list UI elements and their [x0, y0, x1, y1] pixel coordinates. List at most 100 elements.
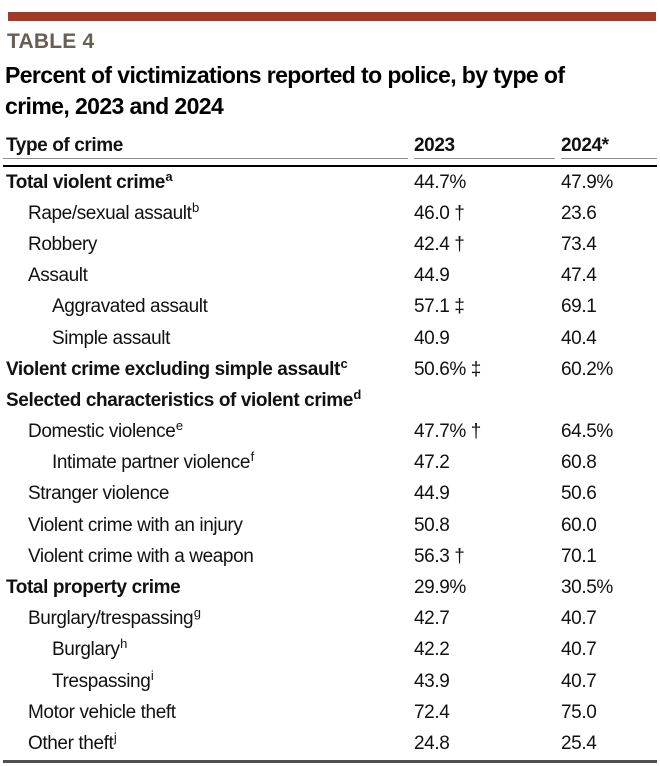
value-2023-cell: 50.8 [414, 514, 450, 536]
value-2023-cell: 57.1 ‡ [414, 296, 465, 318]
column-header-2024: 2024* [561, 134, 657, 159]
data-table: Type of crime 2023 2024* Total violent c… [3, 134, 657, 763]
table-row: Domestic violence e 47.7% † 64.5% [3, 417, 657, 448]
value-2024-cell: 64.5% [561, 421, 613, 443]
crime-type-cell: Assault [3, 265, 408, 287]
value-2023-cell: 44.9 [414, 483, 450, 505]
crime-type-cell: Selected characteristics of violent crim… [6, 386, 361, 411]
value-2023-cell: 42.2 [414, 639, 450, 661]
table-row: Violent crime with an injury 50.8 60.0 [3, 510, 657, 541]
value-2024-cell: 23.6 [561, 202, 597, 224]
value-2023-cell: 56.3 † [414, 545, 465, 567]
table-row: Violent crime excluding simple assault c … [3, 354, 657, 385]
table-row: Violent crime with a weapon 56.3 † 70.1 [3, 541, 657, 572]
value-2023-cell: 24.8 [414, 732, 450, 754]
value-2023-cell: 47.2 [414, 452, 450, 474]
crime-type-label: Burglary/trespassing [28, 608, 194, 630]
crime-type-cell: Rape/sexual assault b [28, 199, 199, 224]
value-2024-cell: 60.8 [561, 452, 597, 474]
table-row: Total property crime 29.9% 30.5% [3, 572, 657, 603]
value-2023-cell: 46.0 † [414, 202, 465, 224]
crime-type-cell: Robbery [3, 234, 408, 256]
crime-type-cell: Motor vehicle theft [3, 702, 408, 724]
table-row: Rape/sexual assault b 46.0 † 23.6 [3, 198, 657, 229]
header-divider-rule [3, 165, 657, 167]
value-2024-cell: 40.7 [561, 608, 597, 630]
crime-type-label: Rape/sexual assault [28, 202, 192, 224]
crime-type-cell: Burglary h [52, 636, 127, 661]
crime-type-cell: Total property crime [3, 577, 408, 599]
crime-type-cell: Trespassing i [52, 667, 154, 692]
value-2024-cell: 40.4 [561, 327, 597, 349]
value-2023-cell: 42.7 [414, 608, 450, 630]
crime-type-cell: Burglary/trespassing g [28, 605, 201, 630]
crime-type-label: Robbery [28, 233, 98, 255]
crime-type-label: Assault [28, 265, 88, 287]
title-line-2: crime, 2023 and 2024 [5, 93, 224, 119]
accent-bar [8, 12, 656, 21]
value-2023-cell: 44.7% [414, 171, 466, 193]
crime-type-label: Trespassing [52, 670, 151, 692]
value-2024-cell: 70.1 [561, 545, 597, 567]
crime-type-label: Selected characteristics of violent crim… [6, 389, 353, 411]
table-title: Percent of victimizations reported to po… [5, 60, 660, 122]
crime-type-label: Violent crime with an injury [28, 514, 243, 536]
value-2023-cell: 43.9 [414, 670, 450, 692]
value-2024-cell: 40.7 [561, 670, 597, 692]
table-row: Trespassing i 43.9 40.7 [3, 666, 657, 697]
crime-type-cell: Violent crime with an injury [3, 515, 408, 537]
table-row: Assault 44.9 47.4 [3, 261, 657, 292]
value-2023-cell: 44.9 [414, 265, 450, 287]
table-bottom-rule [3, 759, 657, 763]
title-line-1: Percent of victimizations reported to po… [5, 62, 565, 88]
crime-type-cell: Intimate partner violence f [52, 449, 254, 474]
crime-type-cell: Stranger violence [3, 483, 408, 505]
crime-type-label: Other theft [28, 732, 114, 754]
table-row: Burglary h 42.2 40.7 [3, 635, 657, 666]
table-row: Robbery 42.4 † 73.4 [3, 229, 657, 260]
crime-type-cell: Aggravated assault [3, 296, 408, 318]
value-2024-cell: 40.7 [561, 639, 597, 661]
value-2024-cell: 60.0 [561, 514, 597, 536]
crime-type-label: Total violent crime [6, 171, 165, 193]
value-2023-cell: 50.6% ‡ [414, 358, 481, 380]
crime-type-cell: Total violent crime a [6, 168, 173, 193]
crime-type-cell: Violent crime excluding simple assault c [6, 355, 348, 380]
crime-type-label: Aggravated assault [52, 296, 208, 318]
value-2024-cell: 47.9% [561, 171, 613, 193]
column-header-2023: 2023 [414, 134, 555, 159]
crime-type-label: Total property crime [6, 577, 181, 599]
value-2024-cell: 47.4 [561, 265, 597, 287]
table-row: Simple assault 40.9 40.4 [3, 323, 657, 354]
table-row: Aggravated assault 57.1 ‡ 69.1 [3, 292, 657, 323]
crime-type-cell: Domestic violence e [28, 418, 183, 443]
value-2024-cell: 30.5% [561, 577, 613, 599]
table-body: Total violent crime a 44.7% 47.9% Rape/se… [3, 167, 657, 760]
table-header-row: Type of crime 2023 2024* [3, 134, 657, 159]
crime-type-label: Violent crime excluding simple assault [6, 358, 340, 380]
value-2024-cell: 60.2% [561, 358, 613, 380]
value-2024-cell: 69.1 [561, 296, 597, 318]
crime-type-cell: Violent crime with a weapon [3, 546, 408, 568]
value-2024-cell: 25.4 [561, 732, 597, 754]
crime-type-label: Violent crime with a weapon [28, 545, 254, 567]
value-2024-cell: 50.6 [561, 483, 597, 505]
table-row: Total violent crime a 44.7% 47.9% [3, 167, 657, 198]
value-2023-cell: 72.4 [414, 701, 450, 723]
crime-type-label: Motor vehicle theft [28, 701, 176, 723]
value-2024-cell: 73.4 [561, 233, 597, 255]
crime-type-label: Simple assault [52, 327, 170, 349]
table-row: Intimate partner violence f 47.2 60.8 [3, 448, 657, 479]
value-2023-cell: 42.4 † [414, 233, 465, 255]
column-header-type-of-crime: Type of crime [3, 134, 408, 159]
value-2023-cell: 47.7% † [414, 421, 481, 443]
table-row: Selected characteristics of violent crim… [3, 385, 657, 416]
crime-type-label: Intimate partner violence [52, 452, 251, 474]
table-number-label: TABLE 4 [7, 30, 95, 53]
crime-type-cell: Simple assault [3, 328, 408, 350]
table-row: Stranger violence 44.9 50.6 [3, 479, 657, 510]
table-row: Motor vehicle theft 72.4 75.0 [3, 697, 657, 728]
crime-type-label: Burglary [52, 639, 120, 661]
table-row: Burglary/trespassing g 42.7 40.7 [3, 604, 657, 635]
value-2024-cell: 75.0 [561, 701, 597, 723]
